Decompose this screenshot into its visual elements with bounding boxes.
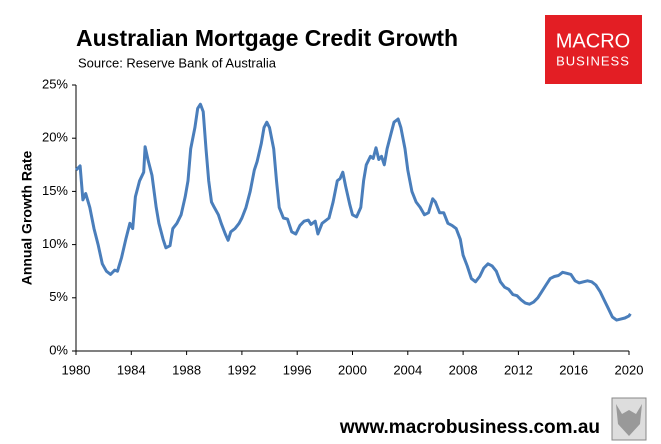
y-tick-label: 5%: [49, 289, 68, 304]
data-line: [74, 102, 632, 322]
logo-text: BUSINESS: [556, 53, 630, 68]
logo-box: [545, 15, 642, 84]
x-tick-label: 2016: [559, 362, 588, 377]
x-tick-label: 2008: [449, 362, 478, 377]
x-tick-label: 2000: [338, 362, 367, 377]
footer: www.macrobusiness.com.au: [339, 417, 600, 438]
x-tick-label: 1988: [172, 362, 201, 377]
logo-text: MACRO: [556, 30, 630, 52]
x-tick-label: 2012: [504, 362, 533, 377]
y-axis-label: Annual Growth Rate: [19, 151, 35, 286]
x-tick-label: 2004: [393, 362, 422, 377]
chart-title: Australian Mortgage Credit Growth: [76, 25, 458, 51]
x-tick-label: 1996: [283, 362, 312, 377]
y-tick-label: 20%: [42, 130, 68, 145]
y-tick-label: 0%: [49, 342, 68, 357]
y-tick-label: 25%: [42, 76, 68, 91]
x-tick-label: 1980: [62, 362, 91, 377]
wolf-icon: [616, 404, 642, 436]
x-tick-label: 2020: [615, 362, 644, 377]
y-tick-label: 10%: [42, 236, 68, 251]
y-tick-label: 15%: [42, 183, 68, 198]
x-tick-label: 1984: [117, 362, 146, 377]
x-tick-label: 1992: [227, 362, 256, 377]
chart-subtitle: Source: Reserve Bank of Australia: [78, 55, 277, 70]
